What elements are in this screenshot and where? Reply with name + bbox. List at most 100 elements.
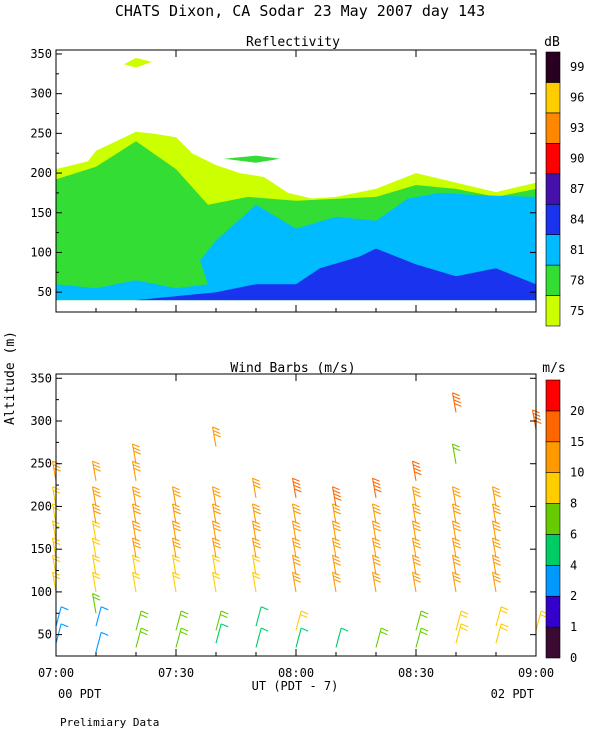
wind-barb	[91, 486, 101, 507]
wind-barb	[451, 537, 461, 558]
colorbar-label: 93	[570, 121, 584, 135]
colorbar-label: 10	[570, 466, 584, 480]
colorbar-swatch	[545, 295, 561, 327]
wind-barb	[91, 554, 101, 575]
wind-barb	[451, 443, 461, 464]
wind-barb	[211, 503, 221, 524]
reflectivity-title: Reflectivity	[246, 35, 340, 50]
wind-barb	[95, 631, 109, 652]
wind-barbs	[51, 392, 549, 652]
wind-barb	[415, 610, 429, 631]
colorbar-swatch	[545, 379, 561, 412]
wind-barb	[255, 627, 269, 648]
colorbar-label: 2	[570, 589, 577, 603]
colorbar-label: 20	[570, 404, 584, 418]
colorbar-label: 1	[570, 620, 577, 634]
wind-barb	[131, 537, 141, 558]
wind-barb	[215, 623, 229, 644]
colorbar-label: 78	[570, 273, 584, 287]
wind-barb	[131, 486, 141, 507]
wind-barb	[211, 554, 221, 575]
wind-barb	[371, 571, 381, 593]
wind-barb	[211, 426, 221, 447]
wind-barb	[295, 610, 309, 631]
wind-barb	[491, 554, 501, 575]
x-tick-label: 07:30	[158, 666, 194, 680]
reflectivity-contour-region	[136, 248, 536, 301]
wind-barb	[91, 571, 101, 593]
wind-barb	[175, 610, 189, 631]
wind-barbs-colorbar: 0 1 2 4 6 8 10 15 20	[545, 379, 584, 665]
wind-barbs-frame	[55, 373, 537, 657]
y-tick-label: 100	[30, 245, 52, 259]
colorbar-swatch	[545, 410, 561, 443]
colorbar-label: 15	[570, 435, 584, 449]
wind-barb	[171, 486, 181, 507]
wind-barbs-axes: 50 100 150 200 250 300 350 07:00 07:30 08:00 08:30…	[30, 371, 554, 680]
wind-barb	[371, 554, 381, 575]
y-tick-label: 50	[38, 628, 52, 642]
colorbar-label: 81	[570, 243, 584, 257]
wind-barb	[491, 486, 501, 507]
wind-barb	[171, 520, 181, 541]
wind-barb	[211, 571, 221, 593]
colorbar-swatch	[545, 264, 561, 296]
wind-barb	[411, 571, 421, 593]
wind-barb	[171, 554, 181, 575]
colorbar-swatch	[545, 173, 561, 205]
wind-barb	[251, 503, 261, 524]
wind-barb	[371, 503, 381, 524]
wind-barb	[331, 520, 341, 541]
colorbar-label: 99	[570, 60, 584, 74]
reflectivity-contour-region	[224, 155, 280, 163]
wind-barb	[491, 571, 501, 593]
wind-barb	[131, 520, 141, 541]
wind-barb	[95, 606, 109, 627]
x-tick-label: 08:30	[398, 666, 434, 680]
wind-barb	[251, 477, 261, 499]
wind-barb	[131, 571, 141, 593]
wind-barb	[131, 503, 141, 524]
wind-barb	[451, 392, 462, 413]
wind-barb	[291, 571, 301, 593]
colorbar-label: 87	[570, 182, 584, 196]
wind-barb	[291, 477, 302, 499]
y-tick-label: 250	[30, 457, 52, 471]
wind-barb	[255, 606, 269, 627]
wind-barb	[451, 571, 461, 593]
colorbar-swatch	[545, 234, 561, 266]
wind-barb	[91, 503, 101, 524]
wind-barb	[291, 520, 301, 541]
wind-barb	[411, 503, 421, 524]
wind-barb	[495, 623, 509, 644]
colorbar-swatch	[545, 112, 561, 144]
wind-barbs-title: Wind Barbs (m/s)	[230, 361, 355, 376]
wind-barb	[91, 520, 101, 541]
x-tick-label: 07:00	[38, 666, 74, 680]
wind-barb	[55, 623, 69, 644]
wind-barb	[251, 554, 261, 575]
y-tick-label: 350	[30, 47, 52, 61]
wind-barb	[371, 477, 382, 499]
wind-barb	[451, 520, 461, 541]
wind-barb	[411, 460, 422, 481]
x-tick-label: 08:00	[278, 666, 314, 680]
wind-barb	[171, 537, 181, 558]
reflectivity-axes: 50 100 150 200 250 300 350	[30, 47, 537, 313]
altitude-axis-label: Altitude (m)	[3, 331, 18, 425]
figure-title: CHATS Dixon, CA Sodar 23 May 2007 day 14…	[115, 2, 485, 20]
colorbar-label: 84	[570, 212, 584, 226]
y-tick-label: 200	[30, 166, 52, 180]
wind-barb	[251, 520, 261, 541]
wind-barb	[215, 610, 229, 631]
wind-barb	[331, 503, 341, 524]
wind-barb	[131, 443, 141, 464]
wind-barb	[91, 593, 101, 614]
colorbar-swatch	[545, 503, 561, 535]
wind-barb	[55, 606, 69, 627]
colorbar-swatch	[545, 534, 561, 566]
wind-barb	[415, 627, 429, 648]
colorbar-swatch	[545, 565, 561, 597]
x-axis-right-note: 02 PDT	[491, 687, 534, 701]
wind-barb	[251, 537, 261, 558]
